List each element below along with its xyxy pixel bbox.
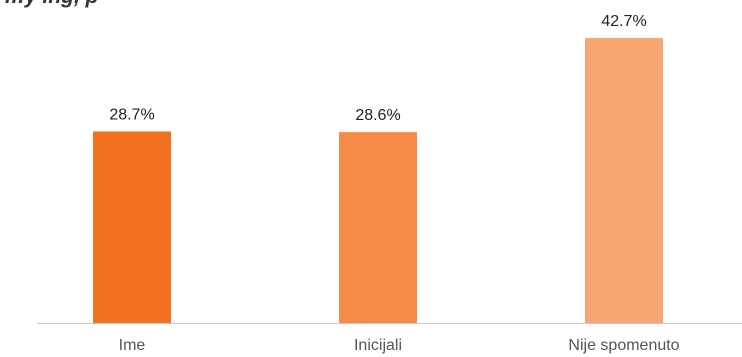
- value-label-2: 42.7%: [601, 13, 646, 30]
- x-tick-label-0: Ime: [119, 337, 146, 354]
- bar-0: [93, 131, 171, 323]
- x-tick-label-2: Nije spomenuto: [568, 337, 679, 354]
- value-labels-group: 28.7% 28.6% 42.7%: [109, 13, 646, 124]
- value-label-0: 28.7%: [109, 106, 154, 123]
- bar-2: [585, 38, 663, 323]
- x-tick-labels-group: Ime Inicijali Nije spomenuto: [119, 337, 680, 354]
- value-label-1: 28.6%: [355, 107, 400, 124]
- bar-1: [339, 132, 417, 323]
- bars-group: [93, 38, 663, 323]
- x-tick-label-1: Inicijali: [354, 337, 402, 354]
- chart-title: …y ing, p: [4, 0, 99, 8]
